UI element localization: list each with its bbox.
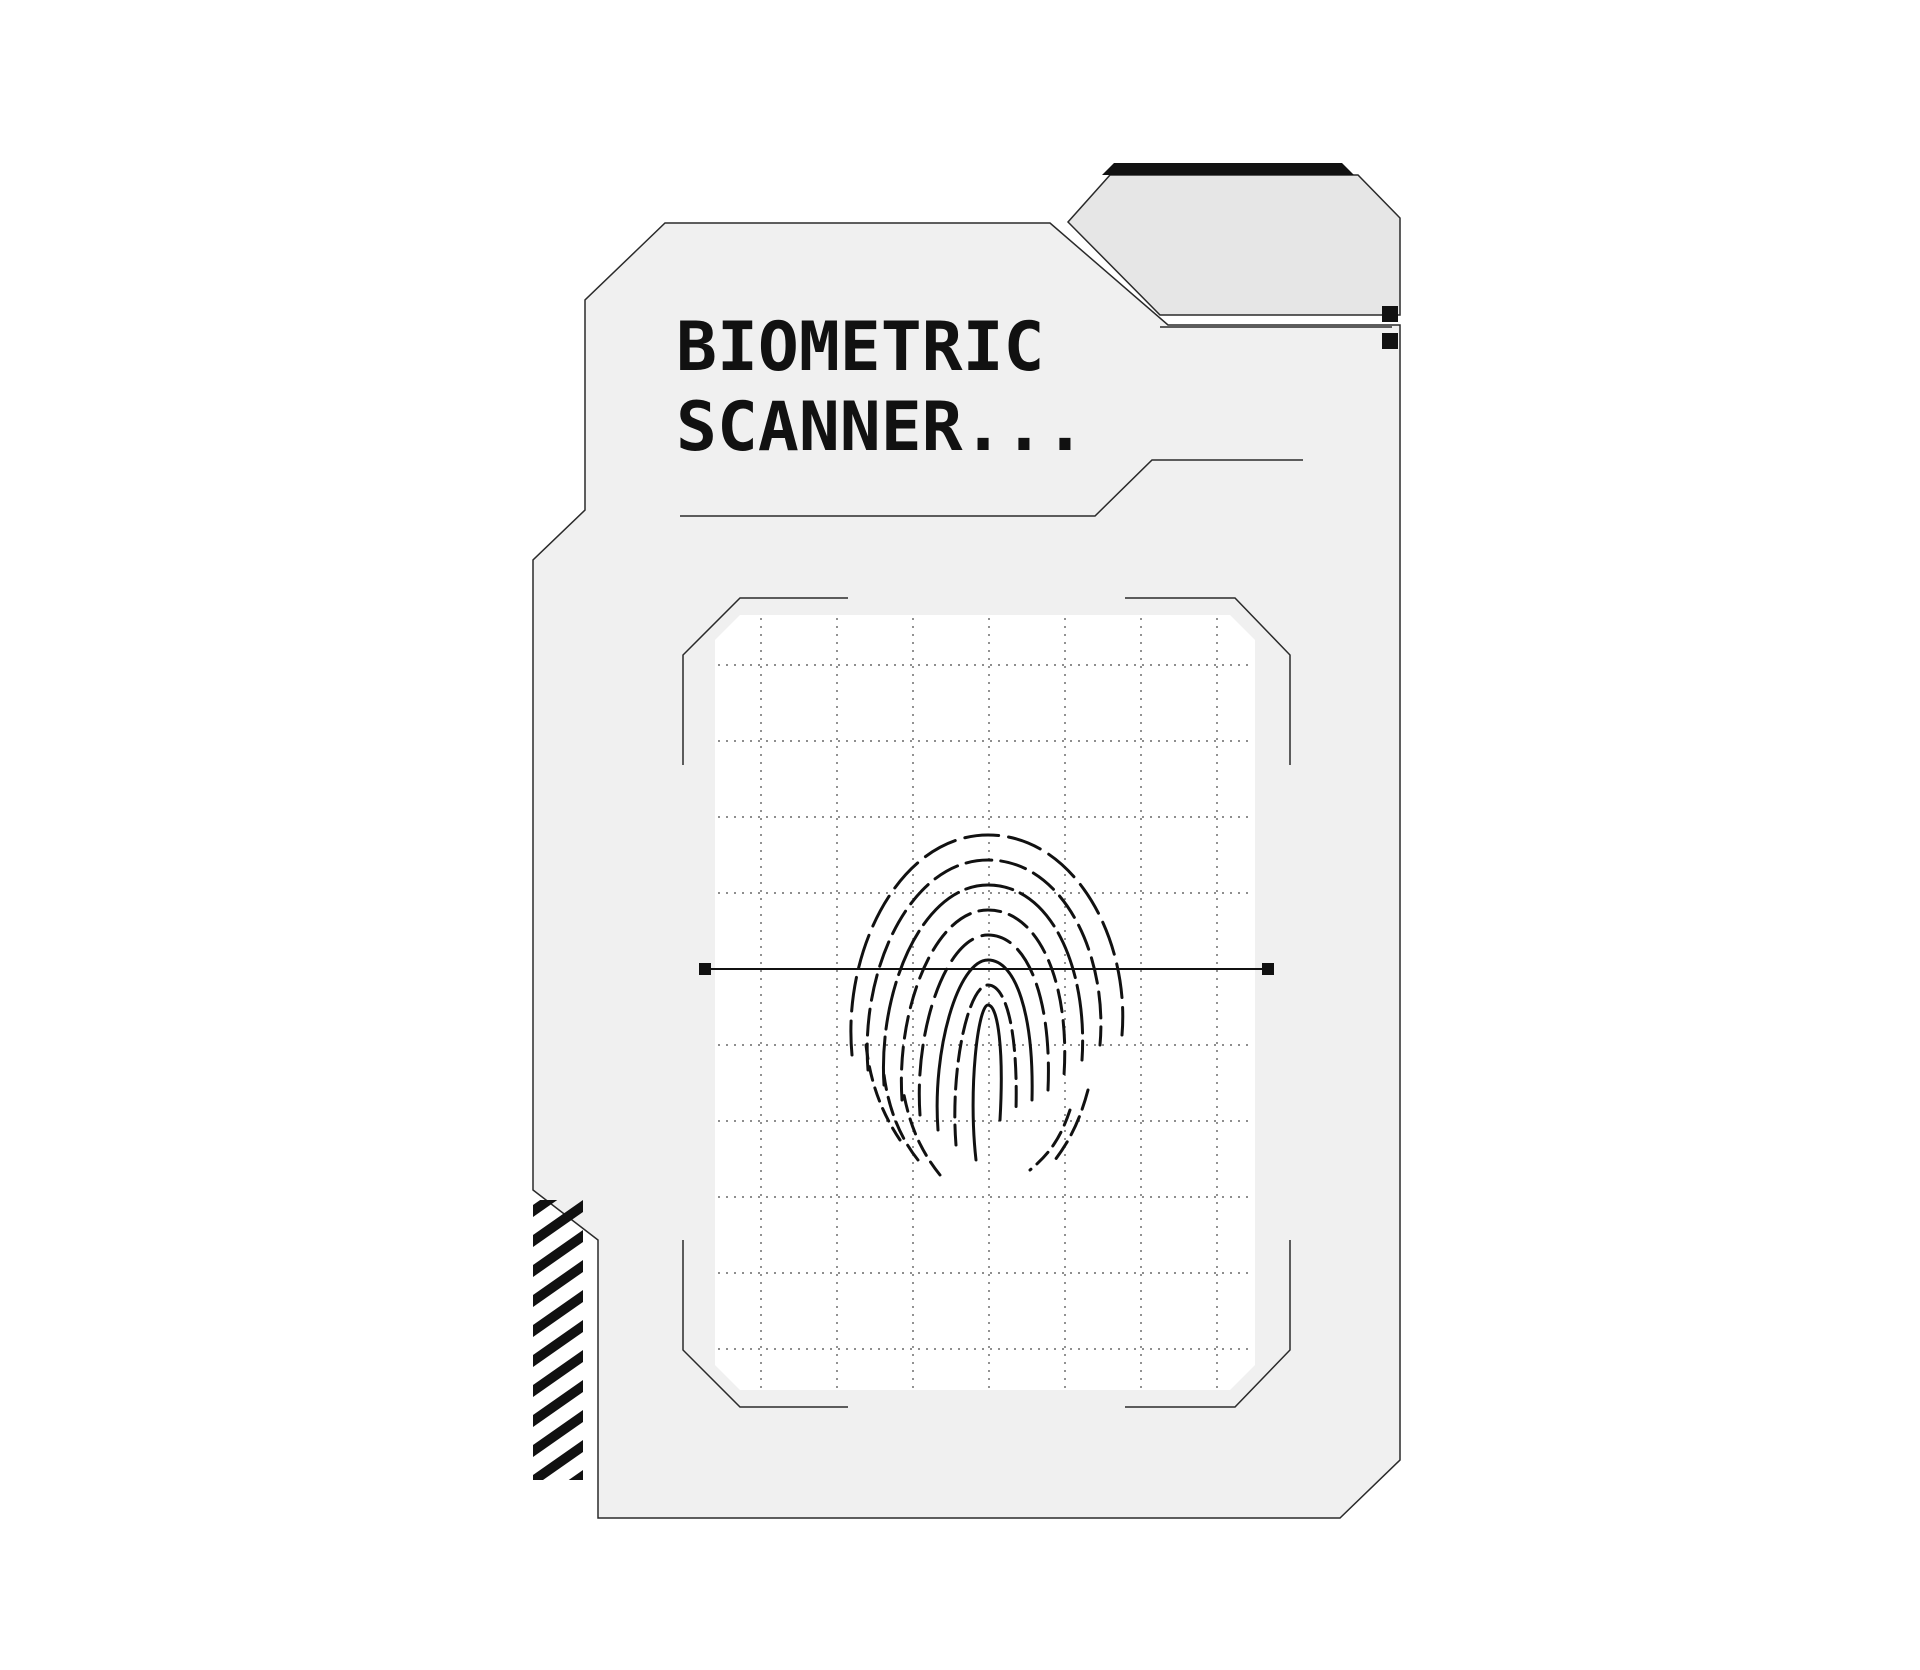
scan-line-left-marker bbox=[699, 963, 711, 975]
title-divider bbox=[680, 459, 1303, 517]
scan-area bbox=[715, 615, 1255, 1390]
hazard-stripes bbox=[533, 1200, 583, 1480]
page-title-line1: BIOMETRIC bbox=[676, 308, 1044, 387]
scan-line bbox=[699, 963, 1274, 975]
connector-square-bottom bbox=[1382, 333, 1398, 349]
scan-brackets bbox=[682, 597, 1291, 1408]
scan-line-right-marker bbox=[1262, 963, 1274, 975]
connector-square-top bbox=[1382, 306, 1398, 322]
tab-top-bar bbox=[1102, 163, 1354, 175]
page-title-line2: SCANNER... bbox=[676, 388, 1085, 467]
fingerprint-icon bbox=[849, 833, 1125, 1177]
corner-tab bbox=[1066, 174, 1401, 316]
